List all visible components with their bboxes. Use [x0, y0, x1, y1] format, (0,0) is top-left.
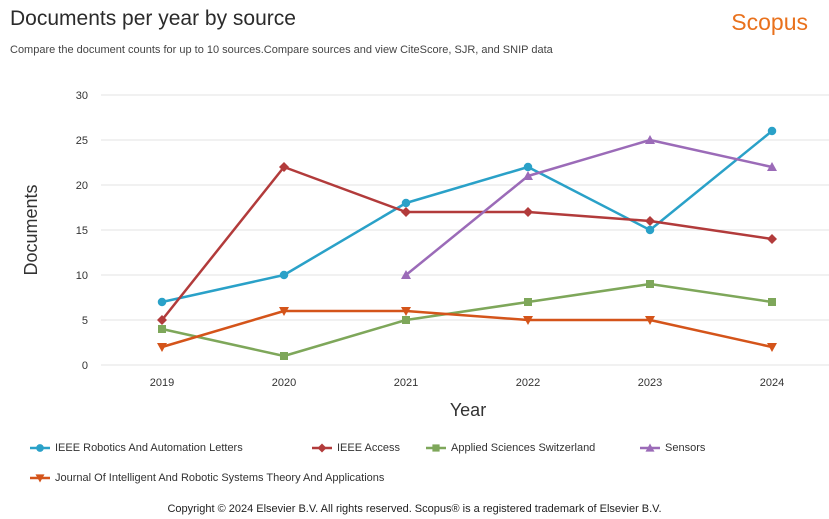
legend-swatch-marker [36, 444, 44, 452]
legend-swatch-marker [645, 443, 655, 452]
legend-swatch-marker [35, 474, 45, 483]
data-point [767, 234, 777, 244]
data-point [523, 316, 533, 325]
data-point [157, 297, 167, 307]
data-point [523, 171, 533, 180]
y-tick-label: 0 [82, 360, 88, 372]
data-point [767, 162, 777, 171]
data-point [279, 162, 289, 172]
data-point [157, 343, 167, 352]
x-tick-label: 2024 [760, 377, 784, 389]
legend-swatch-icon [640, 443, 660, 452]
data-point [645, 135, 655, 144]
legend-item[interactable]: Sensors [640, 442, 705, 454]
x-axis-title: Year [450, 400, 486, 420]
legend-swatch-marker [317, 443, 327, 453]
chart-subtitle: Compare the document counts for up to 10… [10, 44, 553, 56]
data-point [646, 280, 654, 288]
legend-label: Sensors [665, 442, 706, 454]
data-point [401, 270, 411, 279]
data-point [158, 325, 166, 333]
legend-item[interactable]: Applied Sciences Switzerland [426, 442, 595, 454]
data-point [767, 126, 777, 136]
x-tick-label: 2023 [638, 377, 662, 389]
legend-swatch-icon [312, 443, 332, 453]
copyright-text: Copyright © 2024 Elsevier B.V. All right… [167, 503, 662, 515]
data-point [767, 343, 777, 352]
y-tick-label: 25 [76, 135, 88, 147]
data-point [645, 225, 655, 235]
legend-swatch-icon [30, 444, 50, 452]
y-tick-label: 30 [76, 90, 88, 102]
data-point [402, 316, 410, 324]
legend-item[interactable]: IEEE Access [312, 442, 400, 454]
legend-label: IEEE Robotics And Automation Letters [55, 442, 243, 454]
data-point [768, 298, 776, 306]
series-line [161, 309, 773, 349]
data-point [523, 162, 533, 172]
line-chart: 0 5 10 15 20 25 30 2019 2020 2021 2022 2023 2024 Year… [21, 90, 829, 420]
legend-swatch-marker [432, 444, 440, 452]
y-tick-label: 10 [76, 270, 88, 282]
x-tick-label: 2020 [272, 377, 296, 389]
data-point [401, 307, 411, 316]
x-tick-label: 2021 [394, 377, 418, 389]
legend-swatch-icon [30, 474, 50, 483]
data-point [401, 198, 411, 208]
series-line [161, 165, 773, 321]
legend-label: IEEE Access [337, 442, 400, 454]
data-point [279, 307, 289, 316]
data-point [523, 207, 533, 217]
data-point [645, 216, 655, 226]
x-tick-label: 2019 [150, 377, 174, 389]
chart-title: Documents per year by source [10, 7, 296, 30]
y-tick-label: 20 [76, 180, 88, 192]
data-point [157, 315, 167, 325]
y-axis-title: Documents [21, 184, 41, 275]
legend-swatch-icon [426, 444, 446, 452]
data-point [645, 316, 655, 325]
scopus-logo: Scopus [731, 9, 808, 35]
series-line [161, 282, 773, 358]
legend-item[interactable]: IEEE Robotics And Automation Letters [30, 442, 243, 454]
data-point [401, 207, 411, 217]
legend-label: Journal Of Intelligent And Robotic Syste… [55, 472, 385, 484]
data-point [524, 298, 532, 306]
series-line [161, 130, 773, 304]
data-point [279, 270, 289, 280]
y-tick-label: 15 [76, 225, 88, 237]
y-tick-label: 5 [82, 315, 88, 327]
data-point [280, 352, 288, 360]
legend-item[interactable]: Journal Of Intelligent And Robotic Syste… [30, 472, 384, 484]
legend-label: Applied Sciences Switzerland [451, 442, 596, 454]
x-tick-label: 2022 [516, 377, 540, 389]
series-line [405, 138, 773, 276]
